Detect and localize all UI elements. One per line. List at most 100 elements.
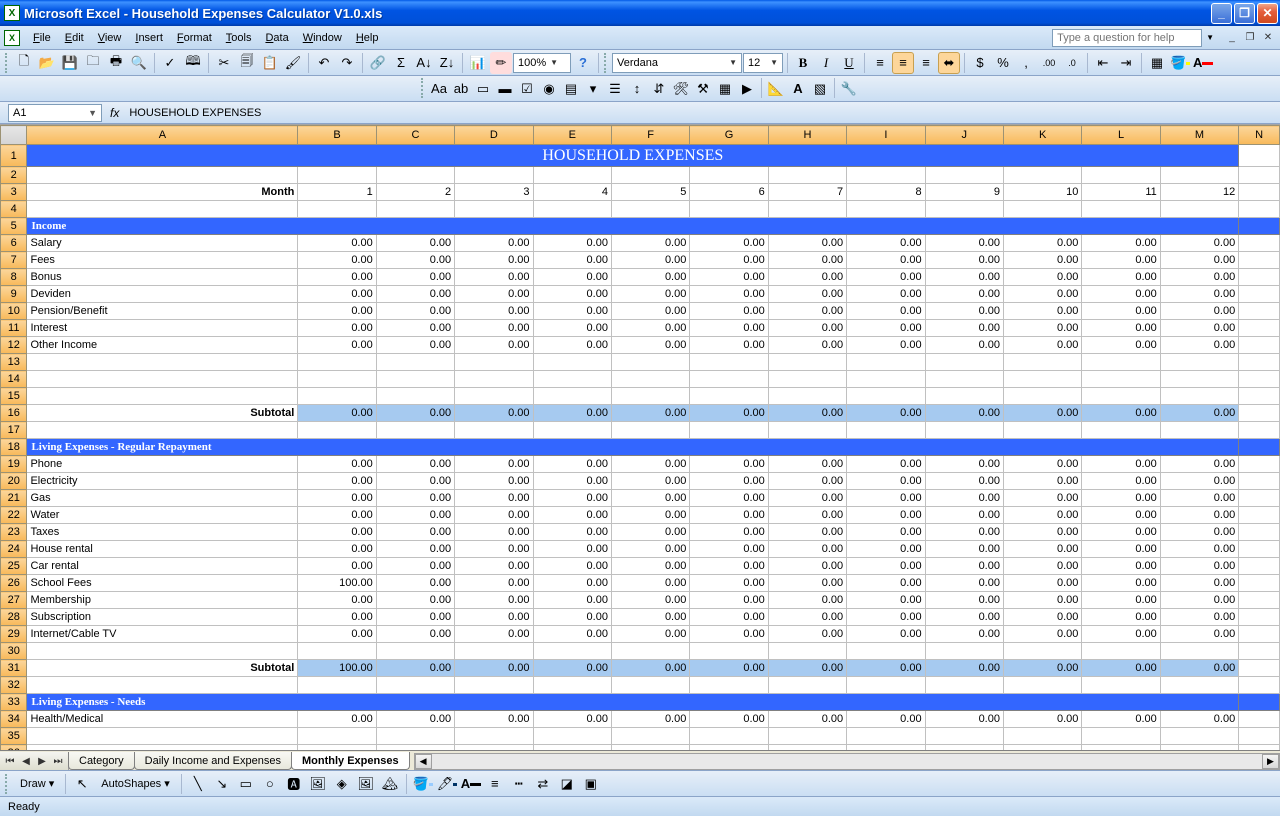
open-icon[interactable]: 📂	[36, 52, 58, 74]
cell[interactable]	[376, 167, 454, 184]
fill-color-draw-icon[interactable]: 🪣	[412, 773, 434, 795]
cell[interactable]: 0.00	[768, 303, 846, 320]
cell[interactable]: 0.00	[533, 320, 611, 337]
cell[interactable]: 0.00	[455, 337, 533, 354]
cell[interactable]: 0.00	[1003, 252, 1081, 269]
cell[interactable]: 0.00	[847, 711, 925, 728]
row-header-5[interactable]: 5	[1, 218, 27, 235]
cell[interactable]: 0.00	[847, 592, 925, 609]
cell[interactable]	[376, 643, 454, 660]
shadow-style-icon[interactable]: ◪	[556, 773, 578, 795]
cell[interactable]: 0.00	[847, 626, 925, 643]
cell[interactable]: 0.00	[1082, 626, 1160, 643]
row-header-1[interactable]: 1	[1, 145, 27, 167]
cell[interactable]: 5	[611, 184, 689, 201]
cell[interactable]	[847, 643, 925, 660]
cell[interactable]: 0.00	[1160, 592, 1238, 609]
cell[interactable]: 0.00	[768, 507, 846, 524]
cell[interactable]: Taxes	[27, 524, 298, 541]
cell[interactable]: 0.00	[298, 711, 376, 728]
cell[interactable]: 0.00	[533, 592, 611, 609]
row-header-6[interactable]: 6	[1, 235, 27, 252]
decrease-indent-icon[interactable]: ⇤	[1092, 52, 1114, 74]
cell[interactable]	[1239, 269, 1280, 286]
cell[interactable]: Health/Medical	[27, 711, 298, 728]
column-header-M[interactable]: M	[1160, 126, 1238, 145]
cell[interactable]	[1239, 286, 1280, 303]
cell[interactable]	[455, 745, 533, 751]
row-header-15[interactable]: 15	[1, 388, 27, 405]
cell[interactable]	[1239, 490, 1280, 507]
row-header-10[interactable]: 10	[1, 303, 27, 320]
cell[interactable]	[925, 422, 1003, 439]
toolbar-grip-4[interactable]	[5, 774, 9, 794]
sheet-tab-monthly-expenses[interactable]: Monthly Expenses	[291, 752, 410, 770]
cell[interactable]: 12	[1160, 184, 1238, 201]
cell[interactable]	[455, 388, 533, 405]
cell[interactable]: 0.00	[376, 337, 454, 354]
cell[interactable]	[1160, 201, 1238, 218]
cell[interactable]: 0.00	[925, 490, 1003, 507]
cell[interactable]	[1239, 643, 1280, 660]
cell[interactable]: Electricity	[27, 473, 298, 490]
cell[interactable]	[27, 643, 298, 660]
cell[interactable]	[1160, 745, 1238, 751]
cell[interactable]: 0.00	[611, 507, 689, 524]
cell[interactable]	[533, 201, 611, 218]
checkbox-icon[interactable]: ☑	[516, 78, 538, 100]
cell[interactable]: 0.00	[376, 473, 454, 490]
cell[interactable]: 0.00	[1003, 507, 1081, 524]
cell[interactable]: 0.00	[611, 456, 689, 473]
cell[interactable]	[847, 745, 925, 751]
new-icon[interactable]: 🗋	[13, 52, 35, 74]
column-header-N[interactable]: N	[1239, 126, 1280, 145]
cell[interactable]: 0.00	[611, 303, 689, 320]
cell[interactable]: 0.00	[1160, 524, 1238, 541]
cell[interactable]	[1239, 473, 1280, 490]
cell[interactable]: 0.00	[1160, 490, 1238, 507]
print-preview-icon[interactable]: 🔍	[128, 52, 150, 74]
cell[interactable]: 0.00	[925, 235, 1003, 252]
cell[interactable]: 0.00	[1082, 286, 1160, 303]
menu-insert[interactable]: Insert	[128, 30, 170, 46]
cell[interactable]: 0.00	[1082, 490, 1160, 507]
spinner-icon[interactable]: ⇵	[648, 78, 670, 100]
underline-button[interactable]: U	[838, 52, 860, 74]
cell[interactable]	[533, 643, 611, 660]
paste-icon[interactable]: 📋	[259, 52, 281, 74]
cell[interactable]	[611, 677, 689, 694]
cell[interactable]	[298, 167, 376, 184]
cell[interactable]: 0.00	[1003, 626, 1081, 643]
cell[interactable]: 0.00	[768, 541, 846, 558]
cell[interactable]	[533, 371, 611, 388]
cell[interactable]	[1160, 388, 1238, 405]
cell[interactable]: 0.00	[1160, 541, 1238, 558]
align-center-icon[interactable]: ≡	[892, 52, 914, 74]
doc-restore-button[interactable]: ❐	[1242, 31, 1258, 45]
permission-icon[interactable]: 🗀	[82, 52, 104, 74]
edit-box-icon[interactable]: ab	[450, 78, 472, 100]
cell[interactable]: Salary	[27, 235, 298, 252]
wordart-icon[interactable]: 🖼	[307, 773, 329, 795]
maximize-button[interactable]: ❐	[1234, 3, 1255, 24]
cell[interactable]: 0.00	[847, 235, 925, 252]
cell[interactable]: 0.00	[376, 456, 454, 473]
cell[interactable]	[1003, 643, 1081, 660]
cell[interactable]	[1239, 677, 1280, 694]
cell[interactable]: 0.00	[768, 337, 846, 354]
cell[interactable]: 0.00	[376, 286, 454, 303]
cell[interactable]	[1239, 320, 1280, 337]
cell[interactable]: 0.00	[298, 286, 376, 303]
cell[interactable]: 0.00	[376, 575, 454, 592]
cell[interactable]: 0.00	[376, 660, 454, 677]
column-header-C[interactable]: C	[376, 126, 454, 145]
cell[interactable]: 0.00	[925, 320, 1003, 337]
cell[interactable]: 0.00	[455, 269, 533, 286]
document-icon[interactable]: X	[4, 30, 20, 46]
menu-edit[interactable]: Edit	[58, 30, 91, 46]
cell[interactable]	[1082, 354, 1160, 371]
cell[interactable]: 0.00	[925, 286, 1003, 303]
row-header-35[interactable]: 35	[1, 728, 27, 745]
cell[interactable]: 0.00	[376, 592, 454, 609]
cell[interactable]: 0.00	[611, 592, 689, 609]
